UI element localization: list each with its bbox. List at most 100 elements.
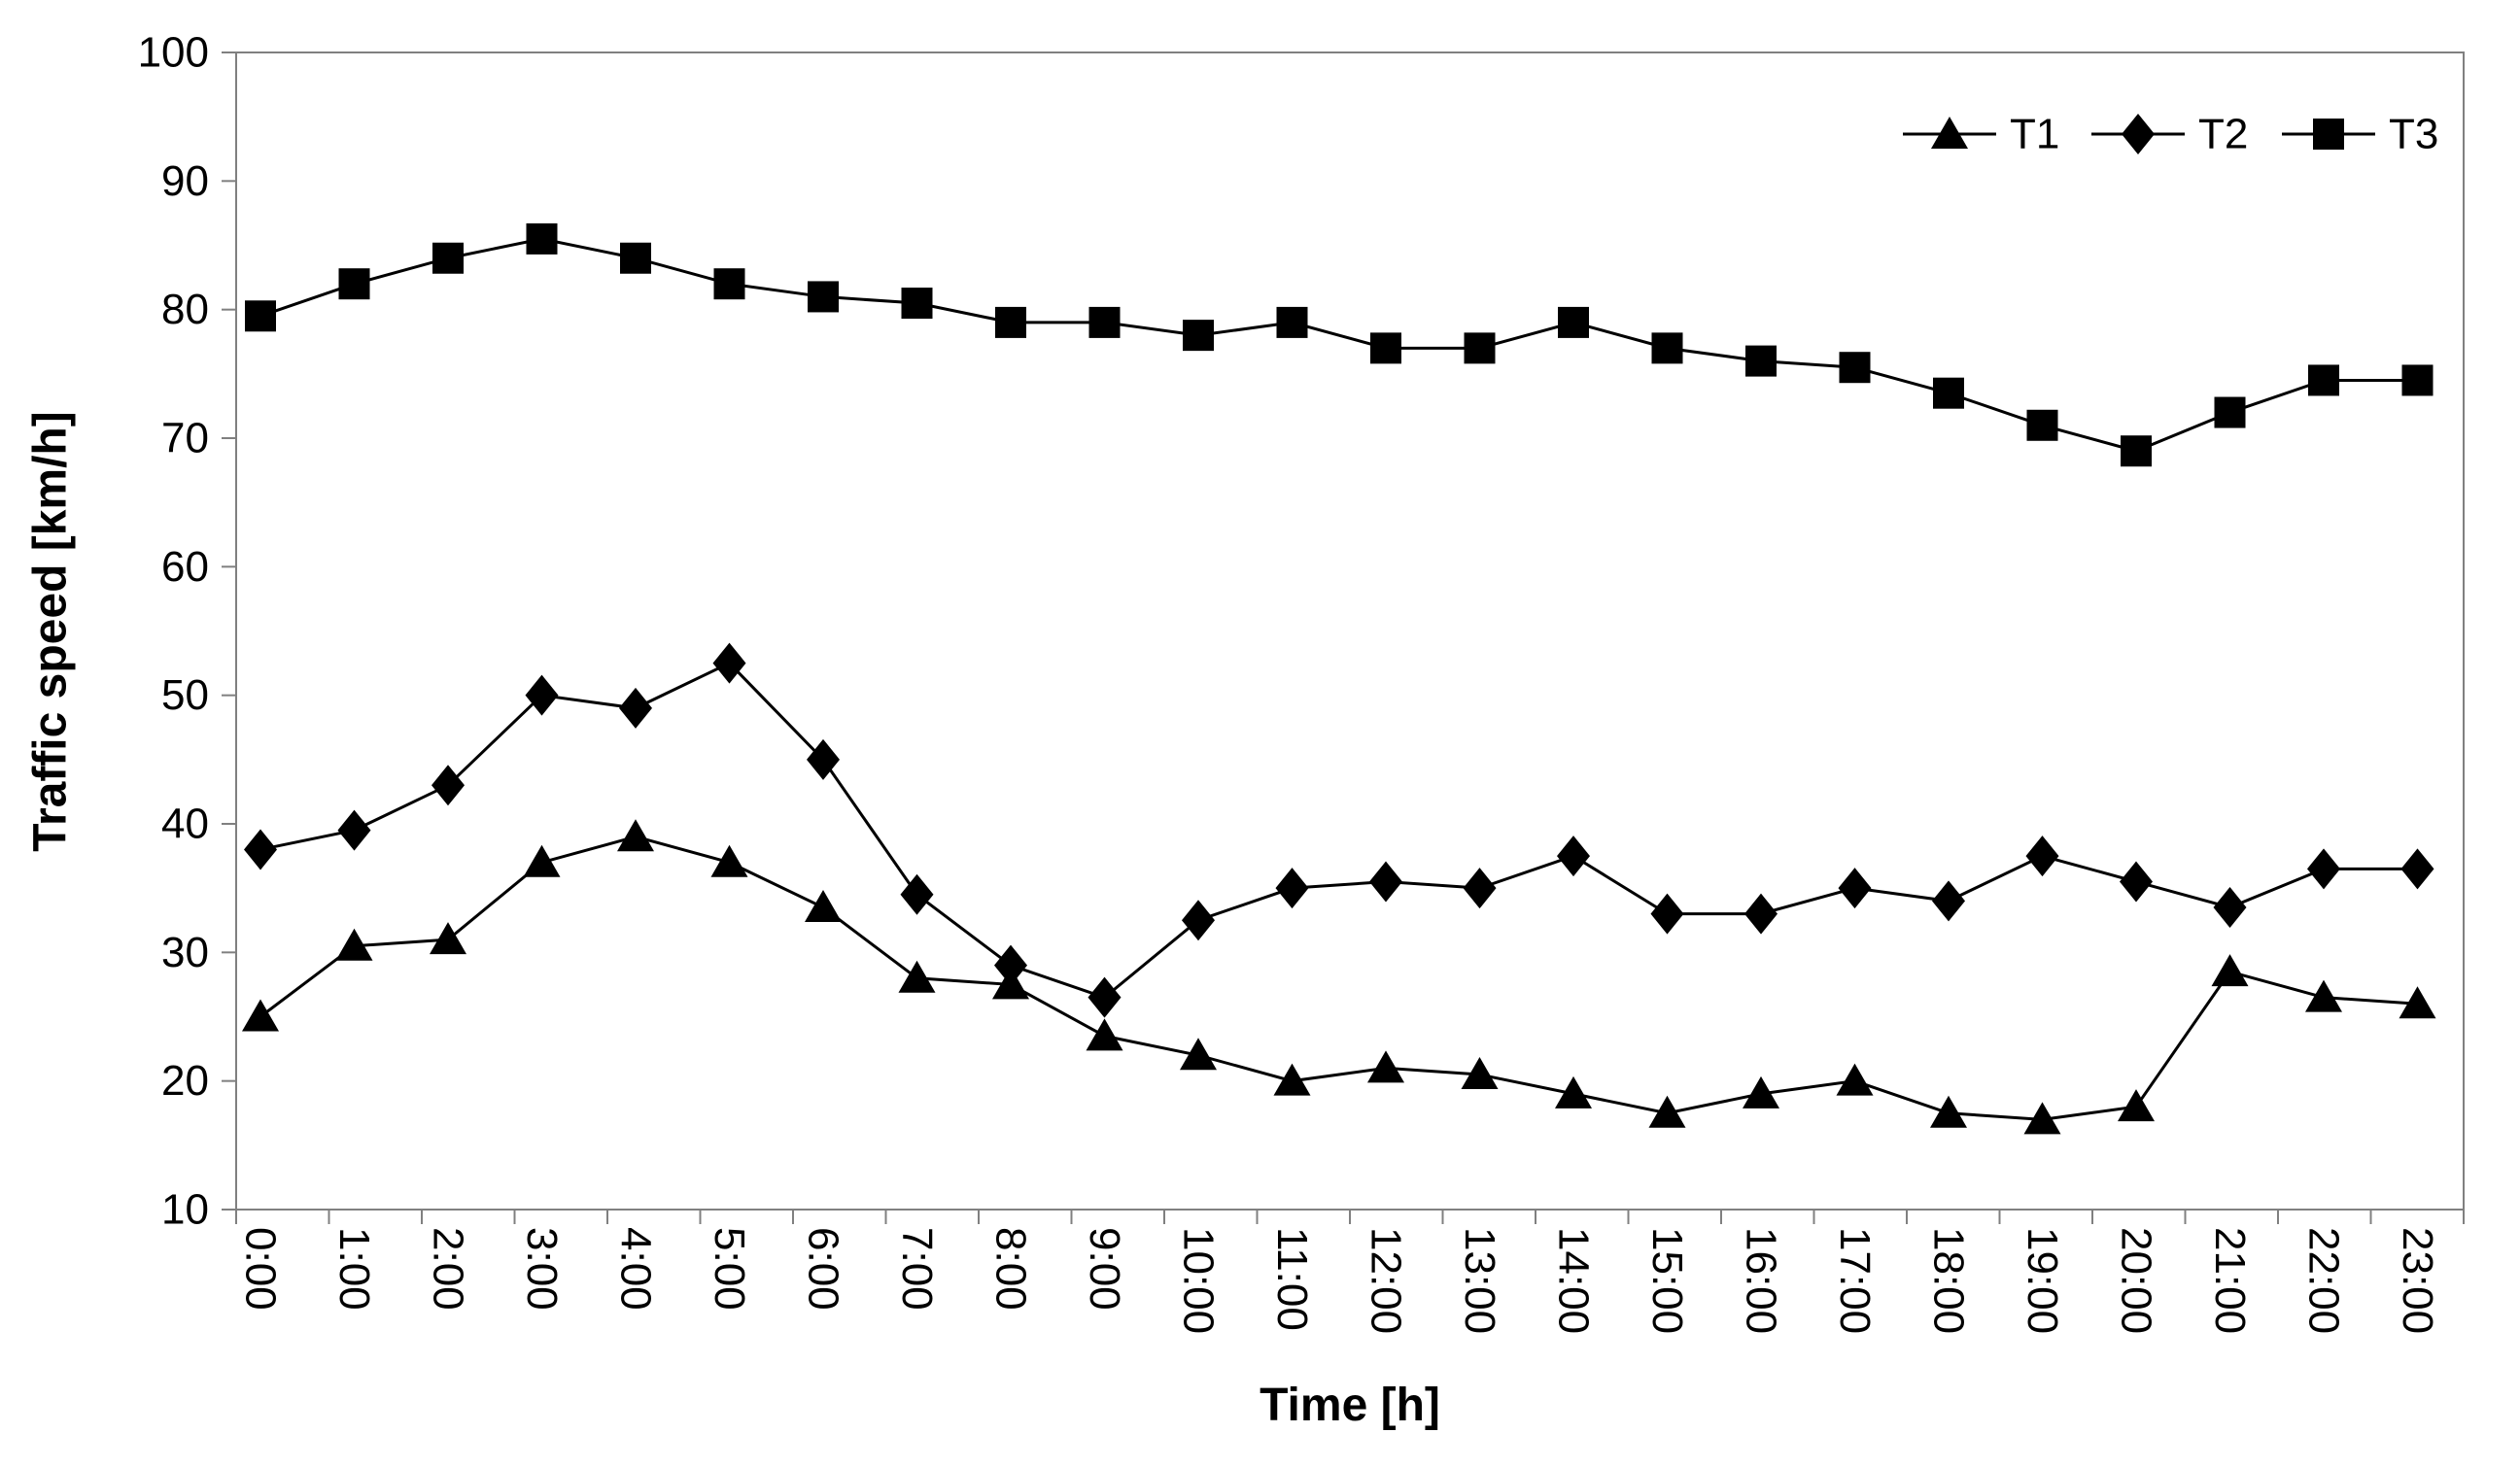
series-t1-marker [1743, 1075, 1779, 1109]
series-t2-marker [2400, 848, 2434, 890]
x-tick-label: 3:00 [518, 1227, 566, 1311]
series-t3-marker [1370, 332, 1401, 364]
series-t2-marker [1557, 836, 1590, 877]
legend-square-marker-icon [2313, 119, 2344, 150]
series-t3-marker [808, 281, 839, 313]
series-t2-marker [1087, 976, 1122, 1018]
legend-item-t2: T2 [2091, 111, 2248, 158]
y-tick-labels: 10 20 30 40 50 60 70 80 90 100 [138, 29, 209, 1234]
series-t2-marker [525, 674, 559, 716]
x-tick-label: 14:00 [1550, 1227, 1598, 1334]
x-tick-label: 11:00 [1268, 1227, 1316, 1331]
series-t1-marker [1367, 1050, 1404, 1083]
series-t1-marker [2305, 979, 2342, 1012]
x-tick-label: 20:00 [2113, 1227, 2160, 1334]
x-tick-label: 13:00 [1456, 1227, 1503, 1334]
x-tick-labels: 0:00 1:00 2:00 3:00 4:00 5:00 6:00 7:00 8:00 9:00… [237, 1227, 2442, 1334]
legend-label: T3 [2389, 111, 2438, 158]
series-t1-marker [2118, 1089, 2155, 1122]
axis-ticks [222, 51, 2465, 1224]
series-t3-marker [2026, 409, 2058, 441]
series-t2-marker [1932, 880, 1965, 922]
series-t3-marker [1839, 352, 1871, 384]
series-t3-line [259, 237, 2418, 453]
series-t1-marker [1648, 1095, 1686, 1128]
x-tick-label: 17:00 [1831, 1227, 1879, 1334]
series-t2-marker [1650, 893, 1684, 935]
series-t2-marker [2307, 848, 2340, 890]
series-t3-marker [1464, 332, 1496, 364]
y-tick-label: 90 [161, 157, 209, 205]
x-tick-label: 2:00 [425, 1227, 472, 1311]
x-tick-label: 22:00 [2300, 1227, 2348, 1334]
series-t2-marker [1463, 868, 1497, 909]
y-tick-label: 20 [161, 1057, 209, 1105]
legend: T1 T2 T3 [1903, 111, 2438, 158]
series-t1-marker [1461, 1057, 1499, 1090]
series-t2-marker [1838, 868, 1872, 909]
y-tick-label: 70 [161, 415, 209, 462]
series-t1-marker [2211, 954, 2249, 987]
x-tick-label: 16:00 [1738, 1227, 1785, 1334]
series-t3-marker [2214, 396, 2246, 428]
series-t1-marker [617, 819, 654, 852]
series-t2-marker [432, 765, 465, 806]
plot-area-frame [235, 51, 2465, 1211]
x-tick-label: 5:00 [706, 1227, 753, 1311]
series-t1-marker [1555, 1075, 1592, 1109]
series-t3 [245, 222, 2434, 467]
y-tick-label: 30 [161, 929, 209, 976]
series-t3-marker [1183, 320, 1214, 352]
x-tick-label: 18:00 [1925, 1227, 1973, 1334]
series-t1-marker [710, 844, 748, 877]
series-t3-marker [245, 300, 276, 332]
series-t2-marker [1275, 868, 1309, 909]
series-t1-marker [523, 844, 561, 877]
legend-label: T1 [2010, 111, 2059, 158]
x-tick-label: 9:00 [1081, 1227, 1128, 1311]
series-t1-marker [1086, 1018, 1123, 1051]
x-axis-title: Time [h] [1260, 1380, 1440, 1431]
legend-item-t1: T1 [1903, 111, 2059, 158]
x-tick-label: 6:00 [800, 1227, 847, 1311]
series-t1-marker [2399, 986, 2436, 1019]
series-t2-marker [619, 687, 652, 729]
series-t3-marker [1651, 332, 1683, 364]
series-t2-marker [900, 873, 934, 915]
series-t3-marker [901, 288, 933, 320]
series-t3-marker [2308, 364, 2339, 396]
series-t2-marker [1744, 893, 1778, 935]
y-tick-label: 40 [161, 801, 209, 848]
series-t1-marker [430, 922, 466, 955]
series-t1-marker [242, 999, 279, 1032]
legend-label: T2 [2198, 111, 2248, 158]
y-tick-label: 10 [161, 1186, 209, 1234]
legend-diamond-marker-icon [2122, 114, 2155, 154]
series-t2-line [259, 661, 2418, 1000]
data-series [242, 222, 2436, 1135]
series-t3-marker [1558, 306, 1589, 338]
series-t2-marker [994, 944, 1027, 986]
series-t2 [244, 642, 2434, 1018]
series-t2-marker [244, 829, 277, 870]
series-t1 [242, 819, 2436, 1135]
series-t2-marker [807, 738, 840, 780]
series-t1-marker [335, 928, 373, 961]
y-tick-label: 80 [161, 286, 209, 333]
series-t2-marker [2213, 887, 2247, 929]
series-t3-marker [432, 242, 464, 274]
series-t2-marker [337, 809, 371, 851]
x-tick-label: 12:00 [1363, 1227, 1410, 1334]
y-tick-label: 50 [161, 671, 209, 719]
series-t1-marker [1836, 1063, 1874, 1096]
x-tick-label: 23:00 [2394, 1227, 2441, 1334]
series-t2-marker [1182, 900, 1215, 941]
series-t1-marker [1930, 1095, 1967, 1128]
x-tick-label: 10:00 [1175, 1227, 1223, 1334]
legend-item-t3: T3 [2282, 111, 2438, 158]
series-t1-marker [1273, 1063, 1311, 1096]
series-t1-marker [2023, 1102, 2061, 1135]
x-tick-label: 21:00 [2206, 1227, 2254, 1334]
